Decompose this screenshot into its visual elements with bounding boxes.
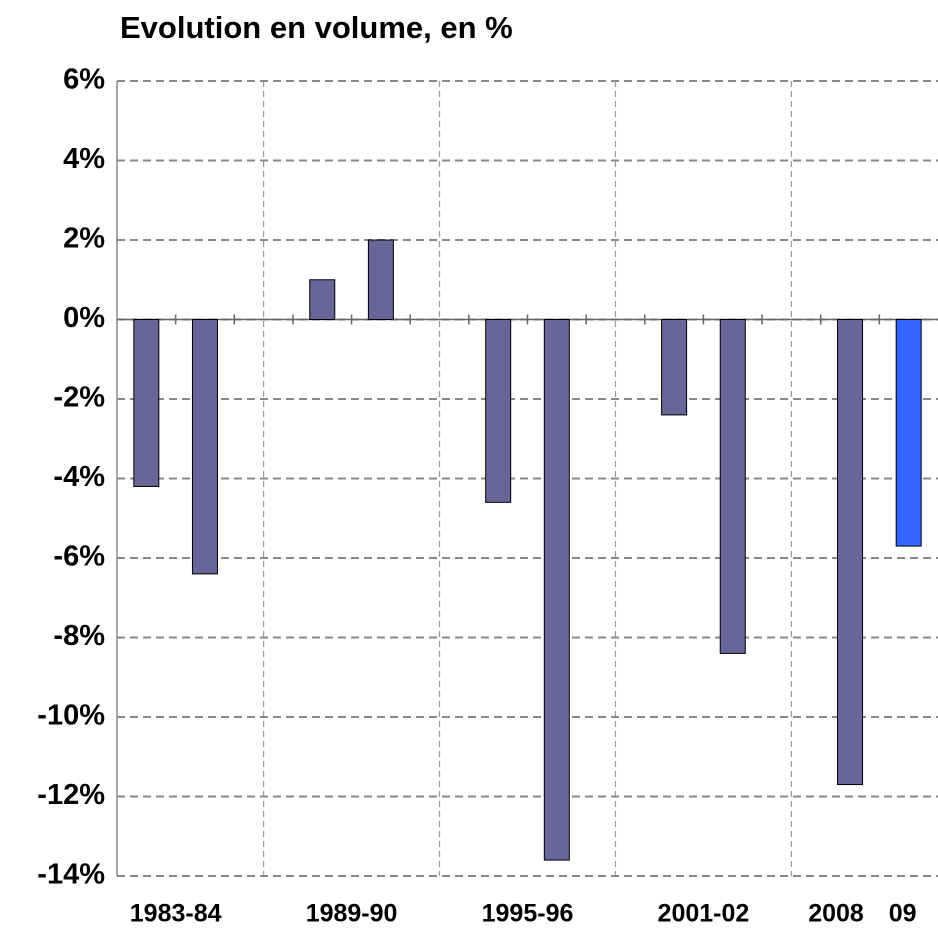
bar — [837, 319, 864, 786]
bar — [309, 279, 336, 320]
x-tick-label: 09 — [889, 900, 917, 928]
bar — [367, 239, 394, 320]
y-tick-label: -2% — [53, 382, 105, 414]
y-tick-label: -4% — [53, 461, 105, 493]
bar — [543, 319, 570, 861]
y-tick-label: -14% — [37, 859, 105, 891]
y-tick-label: 4% — [63, 143, 105, 175]
chart-title: Evolution en volume, en % — [120, 10, 513, 45]
x-tick-label: 1989-90 — [306, 900, 398, 928]
y-tick-label: -6% — [53, 541, 105, 573]
bar — [661, 319, 688, 416]
y-tick-label: -8% — [53, 620, 105, 652]
bar — [191, 319, 218, 575]
y-tick-label: -12% — [37, 779, 105, 811]
y-tick-label: -10% — [37, 700, 105, 732]
bar — [719, 319, 746, 654]
y-tick-label: 2% — [63, 223, 105, 255]
bar — [485, 319, 512, 503]
x-tick-label: 2008 — [808, 900, 864, 928]
y-tick-label: 0% — [63, 302, 105, 334]
y-tick-label: 6% — [63, 64, 105, 96]
bar — [895, 319, 922, 547]
x-tick-label: 2001-02 — [658, 900, 750, 928]
bar — [133, 319, 160, 487]
x-tick-label: 1995-96 — [482, 900, 574, 928]
x-tick-label: 1983-84 — [130, 900, 222, 928]
